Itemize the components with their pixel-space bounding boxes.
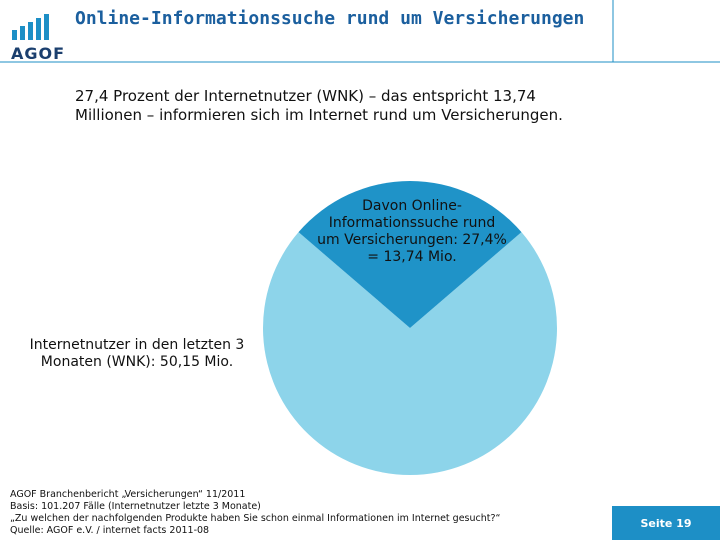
logo-icon [12,14,49,40]
slice-label: Davon Online-Informationssuche rund um V… [317,198,507,265]
slice-label: Internetnutzer in den letzten 3 Monaten … [29,337,245,370]
footer-line: „Zu welchen der nachfolgenden Produkte h… [10,513,501,524]
pie [262,181,557,476]
pie-slice [262,232,557,476]
page-number: Seite 19 [612,506,720,540]
logo: AGOF [11,44,66,63]
footer-line: Quelle: AGOF e.V. / internet facts 2011-… [10,525,210,536]
pie-slice [298,181,522,328]
intro-text: 27,4 Prozent der Internetnutzer (WNK) – … [75,87,563,124]
title: Online-Informationssuche rund um Versich… [75,8,585,29]
footer-line: AGOF Branchenbericht „Versicherungen“ 11… [10,489,246,500]
footer-line: Basis: 101.207 Fälle (Internetnutzer let… [10,501,261,512]
footer: AGOF Branchenbericht „Versicherungen“ 11… [10,489,600,537]
